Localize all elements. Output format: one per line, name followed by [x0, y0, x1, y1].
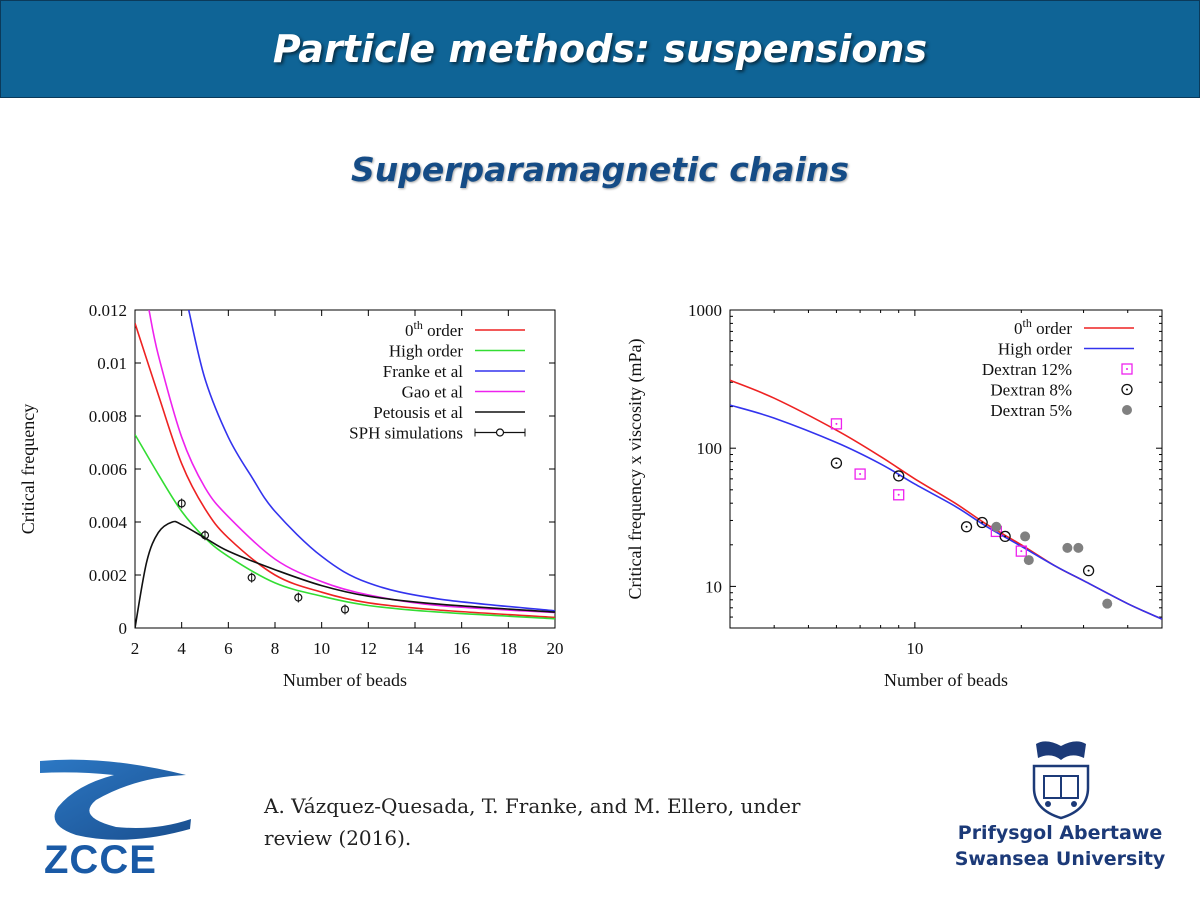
data-point	[1102, 598, 1113, 609]
x-axis-label: Number of beads	[283, 670, 407, 690]
data-point	[340, 605, 350, 614]
x-tick-label: 16	[453, 639, 470, 658]
series-line-0th-order	[730, 379, 1162, 620]
citation-line-1: A. Vázquez-Quesada, T. Franke, and M. El…	[264, 794, 801, 818]
x-tick-label: 18	[500, 639, 517, 658]
data-point-center	[1126, 388, 1128, 391]
legend-swatch	[495, 428, 505, 437]
legend-label: 0th order	[1014, 316, 1072, 338]
series-line-high-order	[730, 404, 1162, 620]
series-line-franke-et-al	[187, 310, 555, 612]
zcce-logo-text: ZCCE	[44, 838, 157, 882]
university-name-english: Swansea University	[954, 848, 1166, 870]
y-tick-label: 0.012	[89, 301, 127, 320]
data-point	[177, 499, 186, 508]
data-point-center	[981, 521, 984, 524]
y-tick-label: 0.004	[89, 513, 128, 532]
legend-label: SPH simulations	[349, 424, 463, 443]
legend-label: High order	[389, 342, 463, 361]
data-point	[1020, 531, 1031, 542]
x-tick-label: 8	[271, 639, 280, 658]
chart-frequency-viscosity: 10 10 100 1000 Number of beads Critical frequ…	[625, 301, 1163, 690]
data-point	[200, 531, 210, 540]
university-crest-icon	[1032, 741, 1090, 820]
legend-label: 0th order	[405, 318, 463, 340]
chart-critical-frequency: 2 4 6 8 10 12 14 16 18 20 0 0.002 0.004 0.006 0.008 0.0…	[18, 301, 564, 690]
citation: A. Vázquez-Quesada, T. Franke, and M. El…	[264, 790, 944, 854]
data-point	[999, 530, 1011, 543]
legend-label: Gao et al	[402, 383, 464, 402]
slide-subtitle: Superparamagnetic chains	[350, 150, 850, 189]
y-tick-label: 0.01	[97, 354, 127, 373]
data-point-center	[897, 493, 900, 496]
data-point	[830, 457, 843, 469]
legend-label: Petousis et al	[373, 403, 463, 422]
title-bar: Particle methods: suspensions	[0, 0, 1200, 98]
data-point	[893, 470, 905, 482]
data-point	[991, 521, 1002, 532]
x-tick-label: 4	[177, 639, 186, 658]
y-tick-label: 10	[705, 577, 722, 596]
legend-label: Dextran 12%	[982, 360, 1072, 379]
data-point	[1062, 542, 1073, 553]
data-point	[854, 468, 866, 480]
data-point-center	[1087, 569, 1090, 572]
data-point	[976, 516, 988, 529]
plot-area	[135, 310, 555, 628]
series-line-high-order	[135, 434, 555, 620]
university-name-welsh: Prifysgol Abertawe	[957, 822, 1163, 844]
data-point	[294, 593, 303, 602]
series-line-0th-order	[135, 323, 555, 619]
data-point	[1121, 383, 1133, 396]
data-point	[1023, 555, 1034, 566]
x-tick-label: 6	[224, 639, 233, 658]
x-tick-label: 12	[360, 639, 377, 658]
legend-label: Dextran 8%	[990, 381, 1072, 400]
data-point	[1015, 545, 1027, 557]
x-tick-label: 2	[131, 639, 140, 658]
plot-frame	[134, 309, 556, 629]
x-tick-label: 20	[547, 639, 564, 658]
data-point	[960, 521, 973, 533]
y-axis-label: Critical frequency	[18, 404, 38, 534]
slide-title: Particle methods: suspensions	[272, 27, 928, 71]
data-point-center	[965, 525, 968, 528]
y-tick-label: 0.002	[89, 566, 127, 585]
y-axis-label: Critical frequency x viscosity (mPa)	[625, 339, 646, 600]
data-point	[1082, 565, 1095, 577]
data-point-center	[835, 422, 838, 425]
y-tick-label: 0.008	[89, 407, 127, 426]
x-axis-label: Number of beads	[884, 670, 1008, 690]
data-point-center	[1020, 550, 1023, 553]
data-point	[1073, 542, 1084, 553]
x-tick-label: 10	[906, 639, 923, 658]
data-point-center	[859, 473, 862, 476]
legend-label: High order	[998, 340, 1072, 359]
legend-label: Dextran 5%	[990, 401, 1072, 420]
data-point	[1121, 363, 1133, 375]
data-point-center	[1004, 535, 1007, 538]
plot-frame	[729, 309, 1163, 629]
legend-label: Franke et al	[383, 362, 464, 381]
data-point	[1122, 405, 1132, 415]
y-tick-label: 100	[697, 439, 723, 458]
data-point	[247, 573, 256, 582]
x-tick-label: 10	[313, 639, 330, 658]
series-line-petousis-et-al	[135, 520, 555, 628]
y-tick-label: 1000	[688, 301, 722, 320]
data-point	[893, 489, 905, 501]
data-point-center	[897, 474, 900, 477]
data-point-center	[835, 462, 838, 465]
zcce-swoosh-icon	[40, 759, 191, 840]
data-point	[830, 418, 843, 430]
y-tick-label: 0.006	[89, 460, 127, 479]
data-point-center	[1126, 368, 1128, 370]
citation-line-2: review (2016).	[264, 826, 412, 850]
plot-area	[730, 379, 1162, 620]
y-tick-label: 0	[119, 619, 128, 638]
x-tick-label: 14	[407, 639, 425, 658]
series-line-gao-et-al	[148, 310, 555, 614]
